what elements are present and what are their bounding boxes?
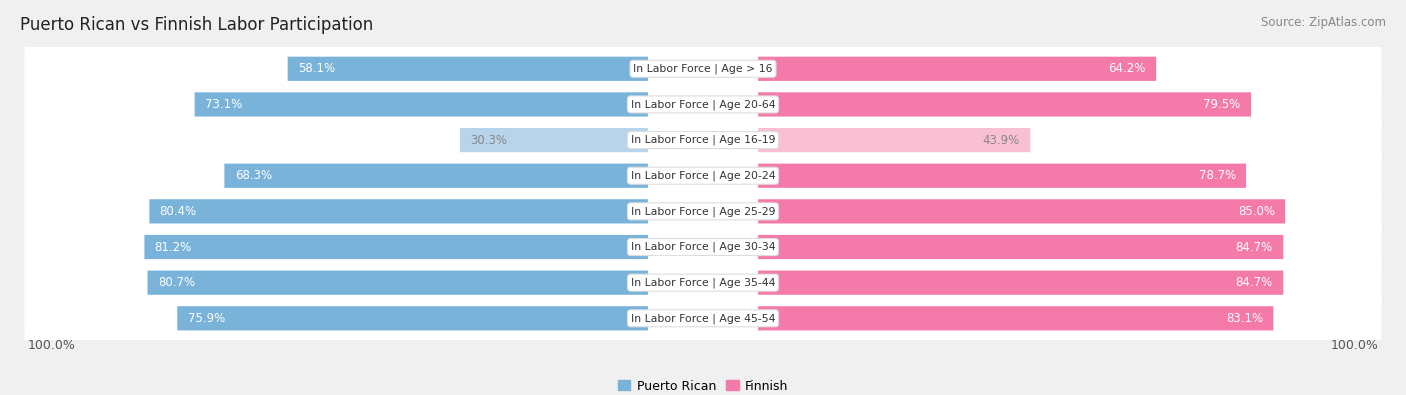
FancyBboxPatch shape [24,179,1382,243]
Text: 68.3%: 68.3% [235,169,271,182]
Text: In Labor Force | Age 20-64: In Labor Force | Age 20-64 [631,99,775,110]
Text: 64.2%: 64.2% [1108,62,1146,75]
Text: 80.7%: 80.7% [157,276,195,289]
FancyBboxPatch shape [460,128,648,152]
Text: 30.3%: 30.3% [471,134,508,147]
FancyBboxPatch shape [177,306,648,331]
FancyBboxPatch shape [288,56,648,81]
FancyBboxPatch shape [758,92,1251,117]
FancyBboxPatch shape [24,215,1382,279]
Text: 84.7%: 84.7% [1236,276,1272,289]
FancyBboxPatch shape [24,72,1382,137]
Text: 100.0%: 100.0% [28,339,76,352]
FancyBboxPatch shape [24,108,1382,172]
Text: 78.7%: 78.7% [1198,169,1236,182]
Text: 73.1%: 73.1% [205,98,242,111]
FancyBboxPatch shape [194,92,648,117]
FancyBboxPatch shape [758,271,1284,295]
Text: 79.5%: 79.5% [1204,98,1240,111]
Text: 81.2%: 81.2% [155,241,193,254]
Text: 85.0%: 85.0% [1237,205,1275,218]
Text: In Labor Force | Age 25-29: In Labor Force | Age 25-29 [631,206,775,216]
FancyBboxPatch shape [149,199,648,224]
FancyBboxPatch shape [758,235,1284,259]
Text: 75.9%: 75.9% [187,312,225,325]
Text: 58.1%: 58.1% [298,62,335,75]
Text: Source: ZipAtlas.com: Source: ZipAtlas.com [1261,16,1386,29]
Text: In Labor Force | Age 30-34: In Labor Force | Age 30-34 [631,242,775,252]
FancyBboxPatch shape [758,164,1246,188]
FancyBboxPatch shape [145,235,648,259]
Text: In Labor Force | Age 20-24: In Labor Force | Age 20-24 [631,171,775,181]
FancyBboxPatch shape [758,199,1285,224]
FancyBboxPatch shape [24,144,1382,208]
FancyBboxPatch shape [24,37,1382,101]
Text: 80.4%: 80.4% [160,205,197,218]
Text: 43.9%: 43.9% [983,134,1019,147]
Text: In Labor Force | Age 16-19: In Labor Force | Age 16-19 [631,135,775,145]
Text: 84.7%: 84.7% [1236,241,1272,254]
FancyBboxPatch shape [24,250,1382,315]
Text: 100.0%: 100.0% [1330,339,1378,352]
FancyBboxPatch shape [758,306,1274,331]
Text: In Labor Force | Age 45-54: In Labor Force | Age 45-54 [631,313,775,324]
Legend: Puerto Rican, Finnish: Puerto Rican, Finnish [613,375,793,395]
FancyBboxPatch shape [225,164,648,188]
Text: 83.1%: 83.1% [1226,312,1263,325]
FancyBboxPatch shape [758,56,1156,81]
FancyBboxPatch shape [758,128,1031,152]
FancyBboxPatch shape [24,286,1382,350]
Text: Puerto Rican vs Finnish Labor Participation: Puerto Rican vs Finnish Labor Participat… [20,16,373,34]
Text: In Labor Force | Age 35-44: In Labor Force | Age 35-44 [631,277,775,288]
FancyBboxPatch shape [148,271,648,295]
Text: In Labor Force | Age > 16: In Labor Force | Age > 16 [633,64,773,74]
